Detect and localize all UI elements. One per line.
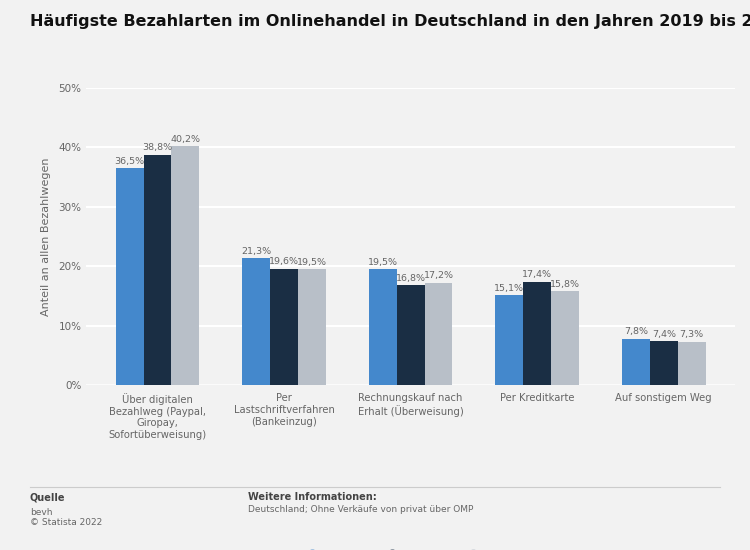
Text: Quelle: Quelle xyxy=(30,492,65,502)
Bar xyxy=(397,285,424,385)
Text: 7,8%: 7,8% xyxy=(624,327,648,336)
Legend: 2019, 2020, 2021: 2019, 2020, 2021 xyxy=(294,546,526,550)
Text: 21,3%: 21,3% xyxy=(242,247,272,256)
Text: Weitere Informationen:: Weitere Informationen: xyxy=(248,492,376,502)
Text: 17,2%: 17,2% xyxy=(424,272,454,280)
Text: Häufigste Bezahlarten im Onlinehandel in Deutschland in den Jahren 2019 bis 2021: Häufigste Bezahlarten im Onlinehandel in… xyxy=(30,14,750,29)
Bar xyxy=(242,258,270,385)
Bar xyxy=(116,168,143,385)
Text: 7,4%: 7,4% xyxy=(652,329,676,339)
Text: 19,5%: 19,5% xyxy=(368,258,398,267)
Bar xyxy=(496,295,524,385)
Bar xyxy=(270,268,298,385)
Bar xyxy=(424,283,452,385)
Text: 7,3%: 7,3% xyxy=(680,330,703,339)
Text: 16,8%: 16,8% xyxy=(396,274,426,283)
Bar xyxy=(678,342,706,385)
Text: Deutschland; Ohne Verkäufe von privat über OMP: Deutschland; Ohne Verkäufe von privat üb… xyxy=(248,505,472,514)
Bar xyxy=(369,269,397,385)
Text: 36,5%: 36,5% xyxy=(115,157,145,166)
Bar xyxy=(143,155,172,385)
Text: 17,4%: 17,4% xyxy=(522,270,552,279)
Text: 15,1%: 15,1% xyxy=(494,284,524,293)
Bar xyxy=(650,341,678,385)
Text: 15,8%: 15,8% xyxy=(550,280,580,289)
Bar xyxy=(172,146,200,385)
Y-axis label: Anteil an allen Bezahlwegen: Anteil an allen Bezahlwegen xyxy=(41,157,52,316)
Text: 19,6%: 19,6% xyxy=(269,257,299,266)
Bar xyxy=(622,339,650,385)
Text: bevh
© Statista 2022: bevh © Statista 2022 xyxy=(30,508,102,527)
Text: 19,5%: 19,5% xyxy=(297,258,327,267)
Bar xyxy=(298,269,326,385)
Bar xyxy=(524,282,551,385)
Text: 38,8%: 38,8% xyxy=(142,143,172,152)
Bar xyxy=(551,291,579,385)
Text: 40,2%: 40,2% xyxy=(170,135,200,144)
